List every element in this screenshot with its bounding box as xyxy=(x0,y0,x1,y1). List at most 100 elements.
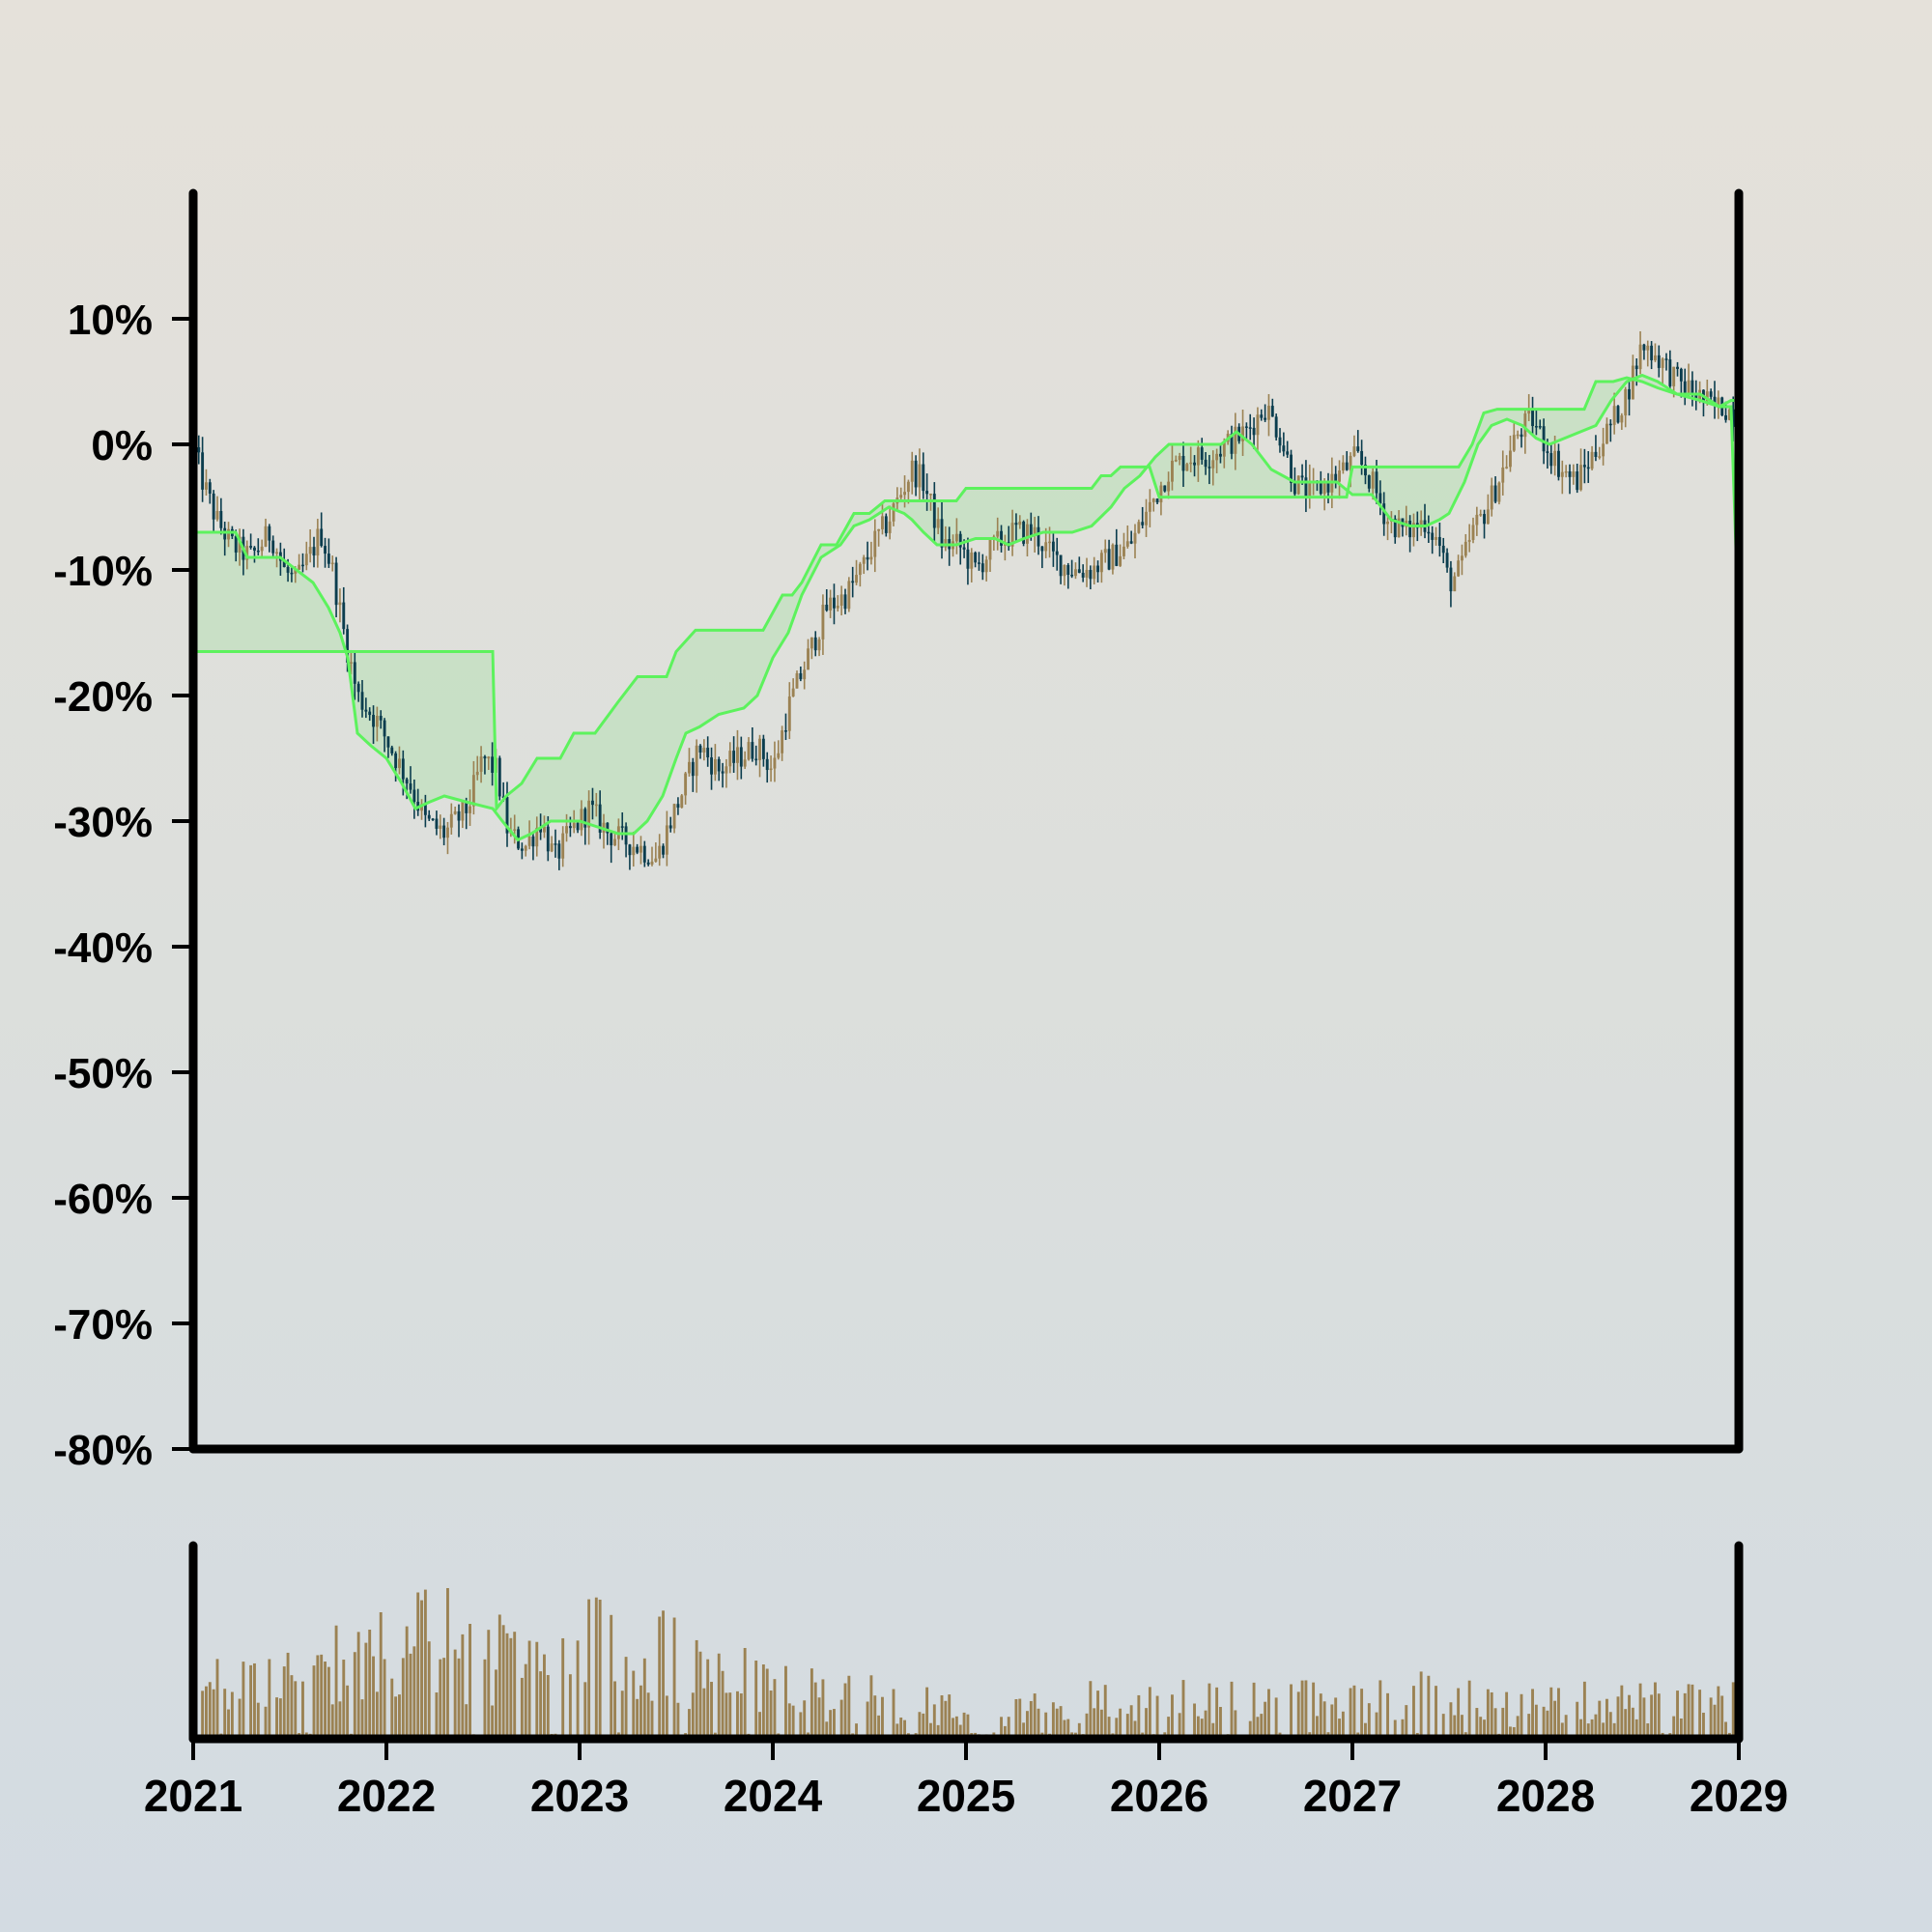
candle-body xyxy=(1367,475,1371,489)
x-tick-label: 2029 xyxy=(1690,1771,1788,1821)
candle xyxy=(223,522,227,556)
x-tick-label: 2021 xyxy=(144,1771,242,1821)
candle xyxy=(743,751,747,770)
volume-bar xyxy=(1193,1703,1196,1739)
candle-body xyxy=(308,547,312,554)
candle-body xyxy=(1304,477,1308,498)
volume-bar xyxy=(1412,1686,1415,1739)
candle xyxy=(1382,492,1386,536)
volume-bar xyxy=(672,1617,676,1739)
candle-body xyxy=(1155,498,1159,503)
candle-body xyxy=(513,829,517,831)
candle-body xyxy=(1393,519,1397,538)
candle xyxy=(1582,448,1586,484)
candle xyxy=(1419,510,1423,536)
candle xyxy=(970,548,974,582)
volume-bar xyxy=(1579,1719,1582,1739)
candle-body xyxy=(1501,467,1505,483)
candle-body xyxy=(372,715,375,727)
candle xyxy=(1081,564,1085,582)
candle xyxy=(1163,485,1167,493)
volume-bar xyxy=(691,1692,695,1739)
candle xyxy=(1676,361,1679,377)
candle xyxy=(1531,396,1534,435)
candle xyxy=(531,832,535,861)
volume-bar xyxy=(368,1630,372,1739)
volume-bar xyxy=(739,1693,743,1739)
candle xyxy=(810,637,813,660)
candle-body xyxy=(1274,416,1278,438)
volume-bar xyxy=(316,1655,320,1739)
candle-body xyxy=(1055,551,1059,555)
volume-bar xyxy=(416,1592,420,1739)
candle-body xyxy=(795,672,799,689)
candle xyxy=(301,553,304,573)
candle xyxy=(1178,452,1181,466)
candle-body xyxy=(253,547,256,551)
volume-bar xyxy=(242,1662,245,1739)
candle xyxy=(1063,564,1066,586)
candle-body xyxy=(821,604,825,639)
candle-body xyxy=(375,716,379,727)
candle-body xyxy=(1267,406,1270,420)
volume-bar xyxy=(394,1696,398,1739)
candle-body xyxy=(1174,460,1178,462)
candle-body xyxy=(491,756,495,773)
candle-body xyxy=(970,552,974,569)
volume-bar xyxy=(1672,1716,1676,1739)
candle xyxy=(724,758,728,788)
volume-bar xyxy=(520,1677,524,1739)
candle xyxy=(628,843,632,870)
volume-bar xyxy=(1405,1705,1408,1739)
candle xyxy=(1174,455,1178,463)
volume-bar xyxy=(929,1722,932,1739)
candle xyxy=(642,840,646,867)
candle xyxy=(910,451,914,495)
candle-body xyxy=(777,753,781,758)
candle xyxy=(1137,519,1141,534)
candle-body xyxy=(1252,427,1256,436)
volume-bar xyxy=(695,1639,698,1739)
volume-bar xyxy=(1560,1722,1564,1739)
candle-body xyxy=(1672,366,1676,386)
volume-bar xyxy=(839,1699,843,1739)
candle xyxy=(342,586,346,635)
volume-bar xyxy=(925,1687,929,1739)
volume-bar xyxy=(223,1689,227,1739)
volume-bar xyxy=(758,1712,761,1739)
candle-body xyxy=(1441,545,1445,554)
candle-body xyxy=(1461,555,1463,561)
candle xyxy=(1435,526,1437,546)
candle-body xyxy=(1040,546,1044,552)
candle-body xyxy=(1431,532,1435,540)
volume-bar xyxy=(535,1641,539,1739)
volume-bar xyxy=(264,1706,268,1739)
candle xyxy=(409,766,412,794)
candle-body xyxy=(1048,541,1051,544)
candle-body xyxy=(483,756,487,759)
volume-bar xyxy=(1631,1707,1634,1739)
candle xyxy=(561,826,565,867)
candle-body xyxy=(334,562,338,606)
candle xyxy=(1278,428,1282,453)
candle xyxy=(858,561,862,587)
volume-bar xyxy=(1085,1713,1089,1739)
candle-body xyxy=(1557,450,1560,477)
candle xyxy=(1125,525,1129,549)
candle xyxy=(330,555,334,572)
candle xyxy=(1486,494,1490,525)
volume-bar xyxy=(497,1614,501,1739)
candle xyxy=(1724,401,1727,423)
volume-bar xyxy=(1576,1701,1579,1739)
candle xyxy=(1115,528,1119,567)
candle-body xyxy=(1296,475,1300,495)
volume-bar xyxy=(813,1682,817,1739)
candle-body xyxy=(910,460,914,482)
candle-body xyxy=(427,814,431,819)
candle-body xyxy=(543,826,546,833)
candle-body xyxy=(881,516,884,529)
candle xyxy=(431,817,435,821)
candle-body xyxy=(1560,471,1564,477)
volume-bar xyxy=(360,1699,364,1739)
volume-bar xyxy=(688,1709,691,1739)
